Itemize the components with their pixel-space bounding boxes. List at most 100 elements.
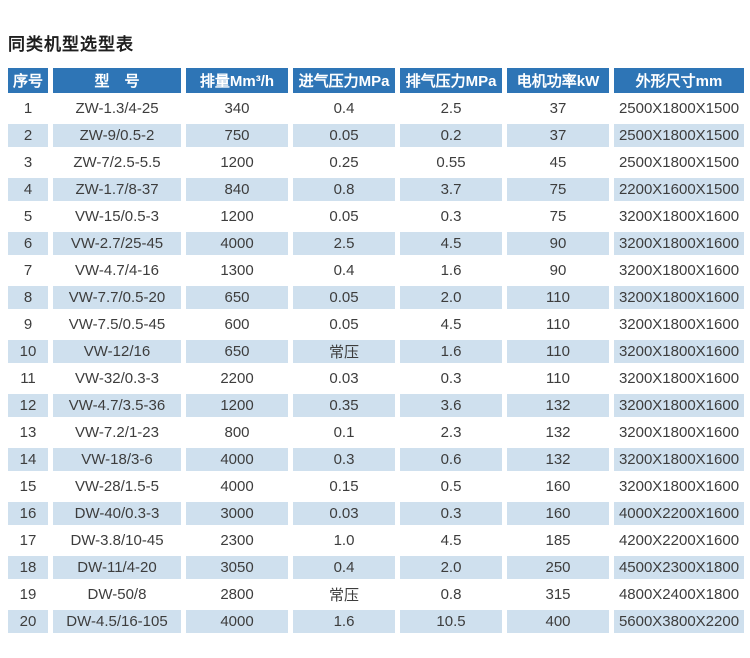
table-cell: 2.0 xyxy=(400,286,502,309)
table-cell: 2500X1800X1500 xyxy=(618,154,740,171)
table-cell: 常压 xyxy=(328,587,359,604)
table-cell: 0.05 xyxy=(329,208,359,225)
table-cell: 75 xyxy=(507,178,609,201)
table-cell: 2.5 xyxy=(293,232,395,255)
table-cell: 14 xyxy=(8,448,48,471)
table-cell: 2.0 xyxy=(400,556,502,579)
table-cell: 3.6 xyxy=(400,394,502,417)
table-cell: 90 xyxy=(507,232,609,255)
table-row: 6 VW-2.7/25-45 4000 2.5 4.5 90 3200X1800X1600 xyxy=(8,232,744,255)
table-row: 3 ZW-7/2.5-5.5 1200 0.25 0.55 45 2500X1800X150… xyxy=(8,151,744,174)
table-cell: 0.05 xyxy=(329,316,359,333)
table-row: 2 ZW-9/0.5-2 750 0.05 0.2 37 2500X1800X1500 xyxy=(8,124,744,147)
header-cell-5: 电机功率kW xyxy=(507,68,609,93)
table-cell: 2500X1800X1500 xyxy=(618,100,740,117)
table-cell: 0.05 xyxy=(293,124,395,147)
table-cell: 110 xyxy=(546,316,570,333)
header-cell-2: 排量Mm³/h xyxy=(186,68,288,93)
table-row: 8 VW-7.7/0.5-20 650 0.05 2.0 110 3200X1800X160… xyxy=(8,286,744,309)
table-cell: 4000 xyxy=(186,232,288,255)
table-row: 18 DW-11/4-20 3050 0.4 2.0 250 4500X2300X1800 xyxy=(8,556,744,579)
table-cell: 4.5 xyxy=(440,316,462,333)
table-cell: 0.05 xyxy=(293,286,395,309)
table-cell: VW-7.7/0.5-20 xyxy=(53,286,181,309)
table-cell: 800 xyxy=(224,424,250,441)
table-cell: 1 xyxy=(23,100,33,117)
table-cell: VW-7.5/0.5-45 xyxy=(68,316,166,333)
table-cell: 132 xyxy=(507,448,609,471)
table-cell: 20 xyxy=(8,610,48,633)
table-cell: 3200X1800X1600 xyxy=(614,340,744,363)
table-cell: 常压 xyxy=(293,340,395,363)
table-row: 19 DW-50/8 2800 常压 0.8 315 4800X2400X1800 xyxy=(8,583,744,606)
table-cell: 0.03 xyxy=(293,502,395,525)
table-cell: 3200X1800X1600 xyxy=(618,316,740,333)
table-cell: 0.3 xyxy=(400,502,502,525)
table-cell: 110 xyxy=(507,340,609,363)
table-row: 7 VW-4.7/4-16 1300 0.4 1.6 90 3200X1800X1600 xyxy=(8,259,744,282)
table-cell: 4.5 xyxy=(400,232,502,255)
table-cell: VW-32/0.3-3 xyxy=(75,370,159,387)
table-cell: 45 xyxy=(549,154,567,171)
table-cell: 4000X2200X1600 xyxy=(614,502,744,525)
table-cell: 17 xyxy=(19,532,37,549)
table-cell: 400 xyxy=(507,610,609,633)
table-cell: 650 xyxy=(186,286,288,309)
table-cell: 0.4 xyxy=(333,262,355,279)
table-cell: 2 xyxy=(8,124,48,147)
table-row: 17 DW-3.8/10-45 2300 1.0 4.5 185 4200X2200X160… xyxy=(8,529,744,552)
table-cell: 4200X2200X1600 xyxy=(618,532,740,549)
table-cell: 13 xyxy=(19,424,37,441)
table-cell: 0.8 xyxy=(440,586,462,603)
table-cell: VW-4.7/4-16 xyxy=(75,262,159,279)
table-cell: 19 xyxy=(19,586,37,603)
table-cell: VW-7.2/1-23 xyxy=(75,424,159,441)
table-cell: 9 xyxy=(23,316,33,333)
table-cell: 1200 xyxy=(220,208,254,225)
header-cell-1: 型 号 xyxy=(53,68,181,93)
table-cell: 0.55 xyxy=(436,154,466,171)
table-cell: 75 xyxy=(549,208,567,225)
table-cell: 0.2 xyxy=(400,124,502,147)
table-cell: 11 xyxy=(20,370,36,387)
table-cell: 2200 xyxy=(220,370,254,387)
table-cell: 1.6 xyxy=(400,340,502,363)
table-cell: ZW-9/0.5-2 xyxy=(53,124,181,147)
table-cell: 16 xyxy=(8,502,48,525)
table-cell: 2200X1600X1500 xyxy=(614,178,744,201)
table-cell: 185 xyxy=(545,532,571,549)
table-row: 11 VW-32/0.3-3 2200 0.03 0.3 110 3200X1800X160… xyxy=(8,367,744,390)
table-cell: 250 xyxy=(507,556,609,579)
table-cell: 5600X3800X2200 xyxy=(614,610,744,633)
table-row: 9 VW-7.5/0.5-45 600 0.05 4.5 110 3200X1800X160… xyxy=(8,313,744,336)
table-cell: DW-4.5/16-105 xyxy=(53,610,181,633)
table-cell: 110 xyxy=(546,370,570,387)
header-cell-3: 进气压力MPa xyxy=(293,68,395,93)
table-cell: 0.1 xyxy=(333,424,355,441)
table-cell: ZW-1.7/8-37 xyxy=(53,178,181,201)
table-cell: 4800X2400X1800 xyxy=(618,586,740,603)
table-cell: 0.35 xyxy=(293,394,395,417)
table-cell: 160 xyxy=(545,478,571,495)
table-cell: VW-2.7/25-45 xyxy=(53,232,181,255)
table-cell: DW-3.8/10-45 xyxy=(70,532,164,549)
table-row: 10 VW-12/16 650 常压 1.6 110 3200X1800X1600 xyxy=(8,340,744,363)
table-cell: 18 xyxy=(8,556,48,579)
table-cell: 3200X1800X1600 xyxy=(614,394,744,417)
table-cell: 3200X1800X1600 xyxy=(618,208,740,225)
table-cell: ZW-7/2.5-5.5 xyxy=(73,154,161,171)
table-cell: 110 xyxy=(507,286,609,309)
table-cell: 3200X1800X1600 xyxy=(618,424,740,441)
table-cell: 4000 xyxy=(186,448,288,471)
table-cell: 90 xyxy=(549,262,567,279)
table-cell: 840 xyxy=(186,178,288,201)
table-cell: 1.6 xyxy=(440,262,462,279)
table-cell: 5 xyxy=(23,208,33,225)
table-cell: 0.03 xyxy=(329,370,359,387)
table-cell: 12 xyxy=(8,394,48,417)
table-cell: 3200X1800X1600 xyxy=(618,370,740,387)
model-selection-table: 序号型 号排量Mm³/h 进气压力MPa 排气压力MPa 电机功率kW 外形尺寸mm 1… xyxy=(3,64,749,637)
table-row: 15 VW-28/1.5-5 4000 0.15 0.5 160 3200X1800X160… xyxy=(8,475,744,498)
table-row: 5 VW-15/0.5-3 1200 0.05 0.3 75 3200X1800X1600 xyxy=(8,205,744,228)
